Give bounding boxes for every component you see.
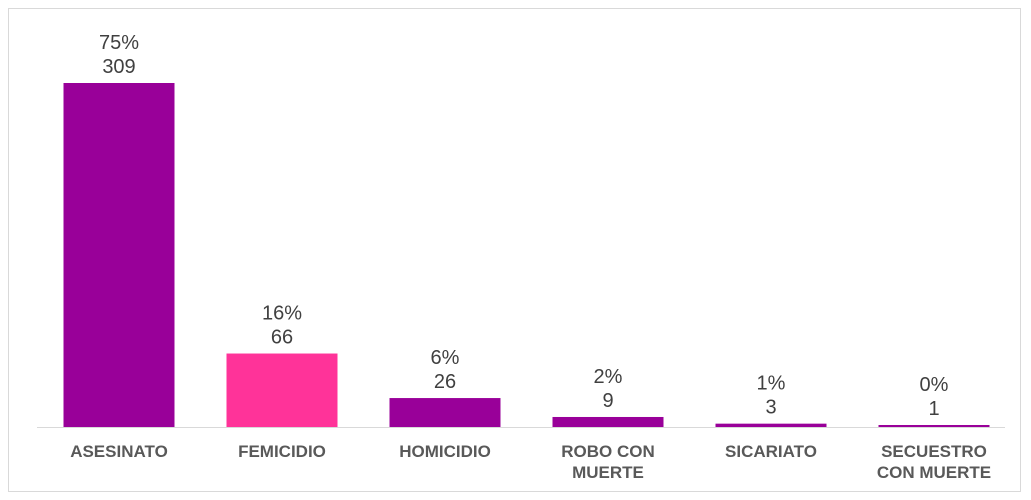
bar <box>715 423 827 427</box>
data-label-percent: 0% <box>920 374 949 396</box>
bar <box>389 398 501 427</box>
category-label: HOMICIDIO <box>399 442 491 461</box>
bar <box>878 425 990 427</box>
chart-frame <box>8 8 1021 492</box>
category-label: MUERTE <box>572 463 644 482</box>
data-label-count: 3 <box>765 397 776 419</box>
data-label-count: 26 <box>434 371 456 393</box>
category-label: CON MUERTE <box>877 463 991 482</box>
bar <box>552 416 664 427</box>
data-label-percent: 6% <box>431 347 460 369</box>
data-label-percent: 16% <box>262 303 302 325</box>
category-label: FEMICIDIO <box>238 442 326 461</box>
data-label-percent: 2% <box>594 366 623 388</box>
bar <box>226 353 338 427</box>
category-label: SECUESTRO <box>881 442 987 461</box>
data-label-count: 9 <box>602 390 613 412</box>
category-label: ROBO CON <box>561 442 655 461</box>
data-label-percent: 75% <box>99 32 139 54</box>
data-label-count: 309 <box>102 56 135 78</box>
data-label-percent: 1% <box>757 373 786 395</box>
bar <box>63 83 175 427</box>
category-label: SICARIATO <box>725 442 817 461</box>
data-label-count: 66 <box>271 327 293 349</box>
category-label: ASESINATO <box>70 442 168 461</box>
data-label-count: 1 <box>928 398 939 420</box>
